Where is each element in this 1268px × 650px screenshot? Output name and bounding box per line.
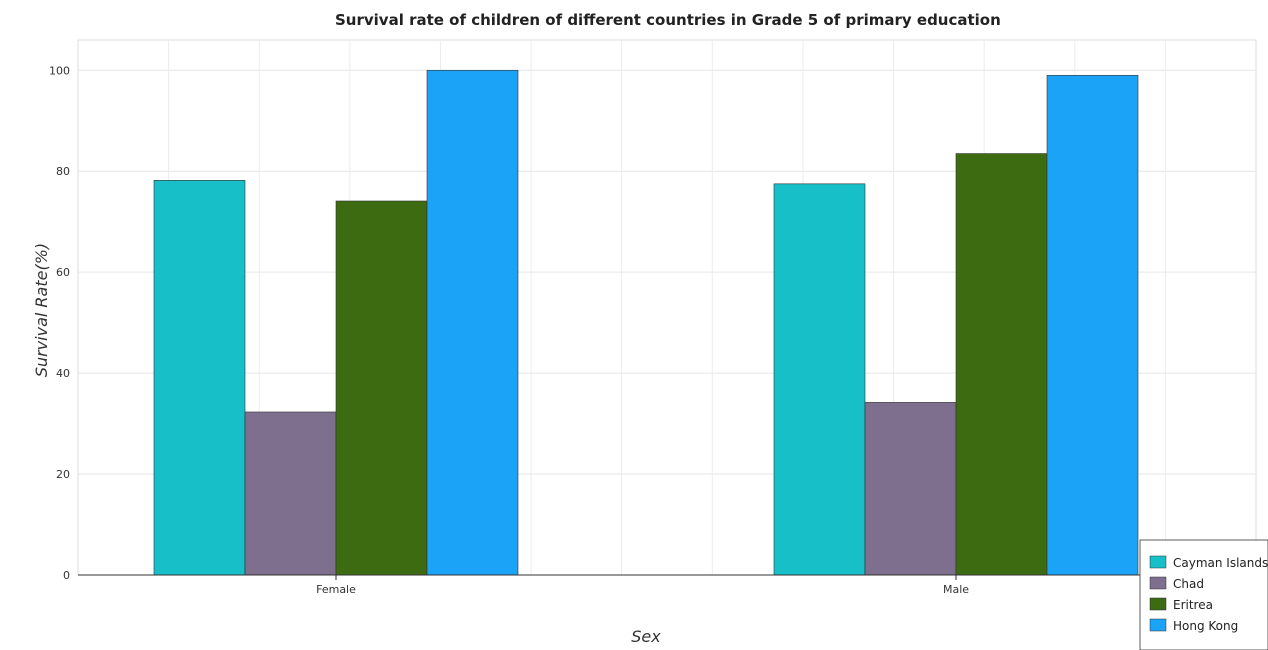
x-tick-label: Female	[316, 583, 356, 596]
legend-swatch	[1149, 555, 1167, 569]
bar-cayman-islands-female	[153, 180, 246, 576]
y-tick-label: 60	[56, 266, 70, 279]
bar-hong-kong-female	[426, 69, 519, 576]
legend: Cayman Islands Chad Eritrea Hong Kong	[1139, 539, 1268, 650]
legend-label: Cayman Islands	[1173, 556, 1268, 570]
legend-label: Hong Kong	[1173, 619, 1238, 633]
y-tick-label: 20	[56, 468, 70, 481]
y-tick-label: 40	[56, 367, 70, 380]
bar-eritrea-male	[955, 153, 1048, 576]
legend-label: Chad	[1173, 577, 1204, 591]
legend-swatch	[1149, 618, 1167, 632]
legend-swatch	[1149, 597, 1167, 611]
y-axis-label: Survival Rate(%)	[32, 243, 51, 377]
bar-chad-male	[864, 402, 957, 576]
y-tick-label: 0	[63, 569, 70, 582]
bar-cayman-islands-male	[773, 183, 866, 576]
bar-eritrea-female	[335, 200, 428, 576]
plot-area: 0 20 40 60 80 100 Female Male	[49, 39, 1257, 596]
chart-title: Survival rate of children of different c…	[335, 11, 1001, 29]
y-tick-label: 100	[49, 64, 70, 77]
y-tick-label: 80	[56, 165, 70, 178]
legend-label: Eritrea	[1173, 598, 1213, 612]
legend-swatch	[1149, 576, 1167, 590]
bar-hong-kong-male	[1046, 75, 1139, 576]
x-tick-label: Male	[943, 583, 969, 596]
bar-chad-female	[244, 411, 337, 576]
x-axis-label: Sex	[631, 627, 661, 646]
